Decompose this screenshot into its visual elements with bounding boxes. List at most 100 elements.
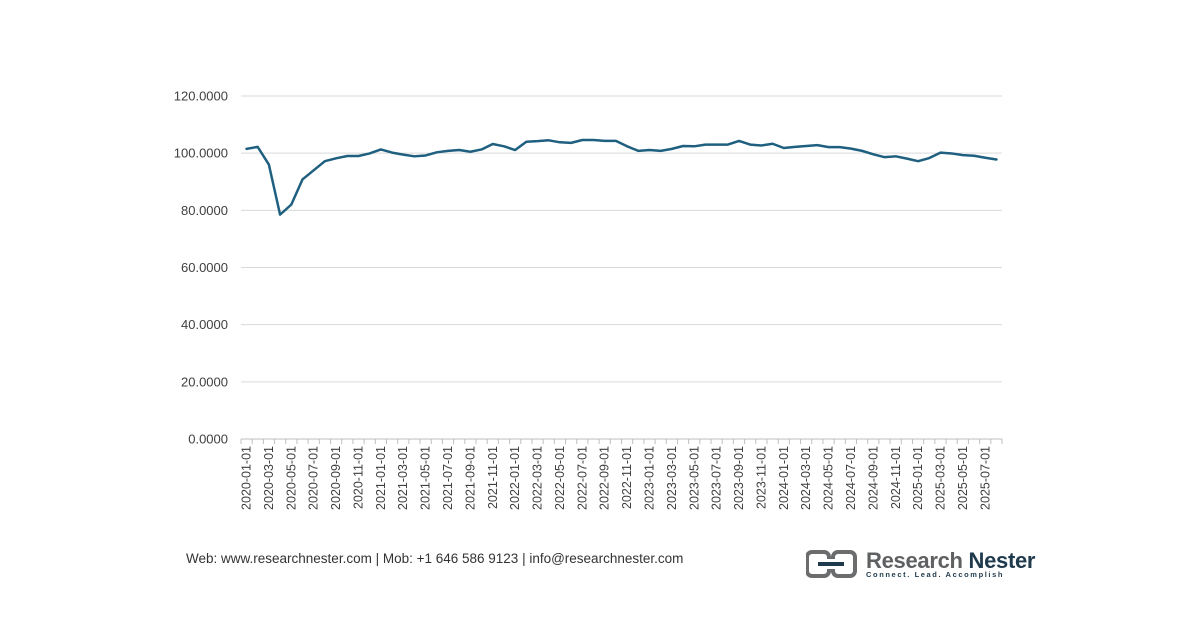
data-point (771, 143, 773, 145)
x-tick-label: 2023-09-01 (732, 446, 746, 510)
data-point (570, 142, 572, 144)
logo-word-research: Research (866, 548, 963, 573)
data-point (659, 150, 661, 152)
data-point (727, 143, 729, 145)
y-tick-label: 40.0000 (181, 317, 228, 332)
x-tick-label: 2021-09-01 (463, 446, 477, 510)
data-point (402, 153, 404, 155)
data-point (850, 147, 852, 149)
x-tick-label: 2021-07-01 (441, 446, 455, 510)
data-point (559, 141, 561, 143)
data-point (883, 156, 885, 158)
data-point (637, 150, 639, 152)
x-tick-label: 2021-05-01 (419, 446, 433, 510)
data-point (760, 144, 762, 146)
data-point (256, 146, 258, 148)
x-tick-label: 2020-03-01 (262, 446, 276, 510)
x-tick-label: 2021-11-01 (486, 446, 500, 509)
data-point (872, 153, 874, 155)
x-tick-label: 2023-07-01 (710, 446, 724, 510)
x-tick-label: 2024-09-01 (866, 446, 880, 510)
data-point (917, 160, 919, 162)
x-tick-label: 2021-03-01 (396, 446, 410, 510)
data-point (805, 145, 807, 147)
data-point (290, 203, 292, 205)
x-tick-label: 2025-07-01 (978, 446, 992, 510)
x-axis: 2020-01-01 2020-03-01 2020-05-01 2020-07-01… (240, 438, 1003, 510)
data-point (962, 154, 964, 156)
x-tick-label: 2022-07-01 (575, 446, 589, 510)
data-point (458, 149, 460, 151)
logo-tagline: Connect. Lead. Accomplish (866, 570, 1005, 579)
data-point (268, 163, 270, 165)
data-point (581, 139, 583, 141)
data-point (928, 157, 930, 159)
logo-word-nester: Nester (968, 548, 1036, 573)
x-tick-label: 2023-05-01 (687, 446, 701, 510)
x-tick-label: 2025-01-01 (911, 446, 925, 510)
data-point (671, 148, 673, 150)
x-tick-label: 2023-01-01 (642, 446, 656, 510)
x-tick-label: 2024-03-01 (799, 446, 813, 510)
data-point (436, 151, 438, 153)
data-point (704, 143, 706, 145)
x-tick-label: 2022-05-01 (553, 446, 567, 510)
data-point (749, 143, 751, 145)
data-point (424, 154, 426, 156)
data-point (447, 150, 449, 152)
x-tick-label: 2020-11-01 (351, 446, 365, 509)
data-point (368, 152, 370, 154)
data-point (346, 155, 348, 157)
footer-contact-info: Web: www.researchnester.com | Mob: +1 64… (186, 551, 684, 566)
data-point (604, 140, 606, 142)
data-point (794, 146, 796, 148)
data-point (973, 155, 975, 157)
data-point (503, 145, 505, 147)
data-point (827, 146, 829, 148)
data-point (738, 140, 740, 142)
research-nester-logo: Research Nester Connect. Lead. Accomplis… (806, 548, 1035, 582)
data-point (324, 160, 326, 162)
logo-mark-icon (806, 550, 857, 578)
data-point (525, 141, 527, 143)
y-axis-tick-labels: 0.0000 20.0000 40.0000 60.0000 80.0000 100.00… (174, 89, 228, 447)
x-tick-label: 2020-07-01 (307, 446, 321, 510)
x-tick-label: 2024-05-01 (822, 446, 836, 510)
data-point (492, 143, 494, 145)
series-group (245, 138, 998, 216)
data-point (245, 148, 247, 150)
data-point (984, 157, 986, 159)
data-point (301, 178, 303, 180)
data-point (312, 169, 314, 171)
data-point (480, 148, 482, 150)
data-point (839, 146, 841, 148)
x-tick-label: 2022-03-01 (531, 446, 545, 510)
data-point (816, 144, 818, 146)
x-tick-label: 2024-01-01 (777, 446, 791, 510)
data-point (995, 158, 997, 160)
x-tick-label: 2023-11-01 (754, 446, 768, 509)
x-tick-label: 2022-11-01 (620, 446, 634, 509)
data-point (626, 145, 628, 147)
data-point (615, 140, 617, 142)
data-point (279, 213, 281, 215)
data-point (693, 145, 695, 147)
data-point (536, 140, 538, 142)
x-tick-label: 2022-09-01 (598, 446, 612, 510)
data-point (391, 151, 393, 153)
data-point (469, 151, 471, 153)
data-point (861, 150, 863, 152)
y-tick-label: 0.0000 (188, 432, 228, 447)
x-tick-label: 2020-05-01 (284, 446, 298, 510)
x-tick-label: 2024-07-01 (844, 446, 858, 510)
data-point (514, 149, 516, 151)
data-point (951, 152, 953, 154)
data-point (357, 155, 359, 157)
x-tick-label: 2025-03-01 (934, 446, 948, 510)
y-tick-label: 80.0000 (181, 203, 228, 218)
y-tick-label: 60.0000 (181, 260, 228, 275)
series-line (245, 138, 998, 216)
x-tick-label: 2025-05-01 (956, 446, 970, 510)
y-tick-label: 100.0000 (174, 146, 228, 161)
